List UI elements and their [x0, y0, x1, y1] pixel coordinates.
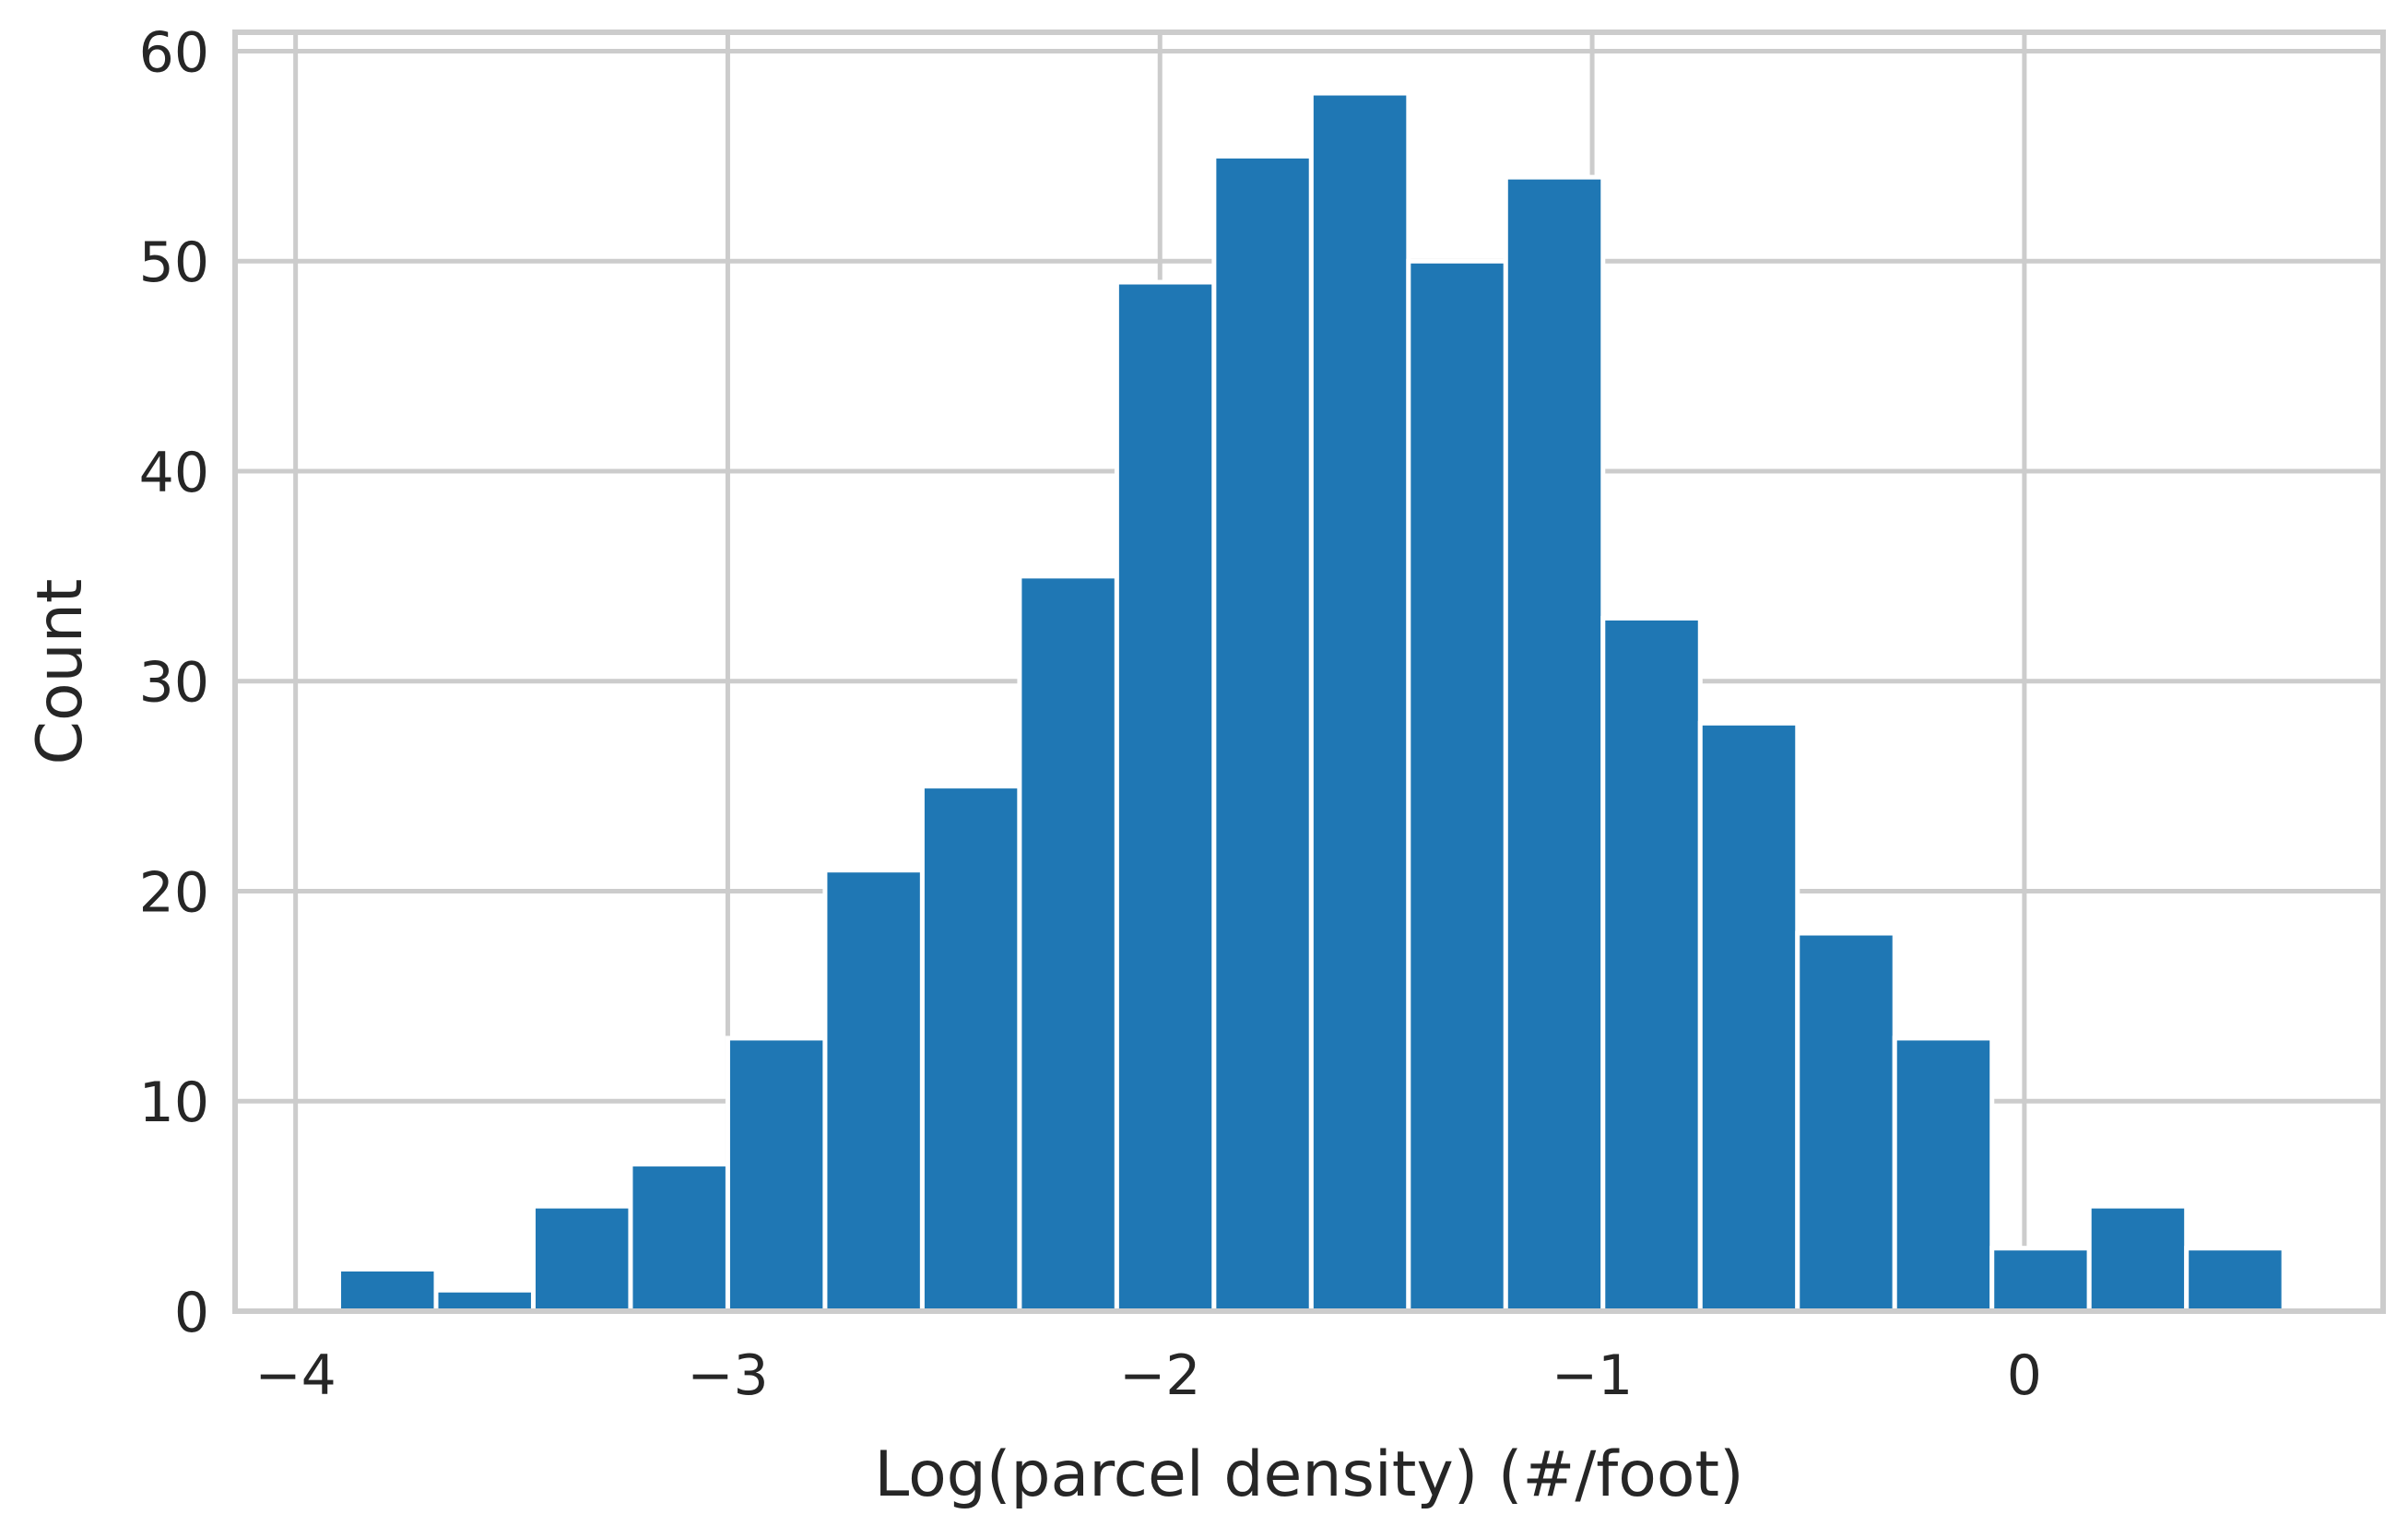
- y-axis-label: Count: [24, 579, 97, 765]
- histogram-bar: [1406, 258, 1508, 1314]
- histogram-bar: [1892, 1035, 1995, 1314]
- y-tick-labels: 0 10 20 30 40 50 60: [139, 20, 209, 1345]
- x-tick-labels: −4 −3 −2 −1 0: [254, 1343, 2042, 1408]
- x-tick-label: −4: [254, 1343, 336, 1408]
- x-tick-label: 0: [2007, 1343, 2042, 1408]
- histogram-bar: [628, 1162, 730, 1314]
- y-tick-label: 40: [139, 441, 209, 505]
- y-tick-label: 20: [139, 860, 209, 925]
- x-tick-label: −3: [687, 1343, 768, 1408]
- histogram-bar: [1308, 90, 1411, 1314]
- histogram-bar: [530, 1203, 633, 1314]
- histogram-bar: [1211, 153, 1314, 1314]
- histogram-bar: [1114, 279, 1217, 1314]
- y-tick-label: 0: [174, 1281, 209, 1345]
- histogram-bar: [1697, 720, 1800, 1314]
- y-tick-label: 60: [139, 20, 209, 85]
- x-tick-label: −1: [1552, 1343, 1633, 1408]
- histogram-bar: [822, 868, 925, 1314]
- y-tick-label: 10: [139, 1071, 209, 1135]
- histogram-bar: [1989, 1246, 2092, 1314]
- histogram-bar: [1600, 615, 1703, 1314]
- histogram-bar: [433, 1287, 536, 1314]
- histogram-bar: [2086, 1203, 2190, 1314]
- histogram-bar: [1795, 930, 1897, 1314]
- histogram-bars: [336, 90, 2286, 1314]
- histogram-bar: [2184, 1246, 2286, 1314]
- histogram-bar: [725, 1035, 828, 1314]
- y-tick-label: 50: [139, 231, 209, 295]
- histogram-bar: [1017, 574, 1119, 1314]
- plot-frame: [232, 30, 2386, 1314]
- y-tick-label: 30: [139, 651, 209, 716]
- x-tick-label: −2: [1119, 1343, 1200, 1408]
- x-axis-label: Log(parcel density) (#/foot): [874, 1438, 1743, 1511]
- histogram-bar: [1503, 174, 1606, 1314]
- histogram-bar: [919, 784, 1022, 1314]
- histogram-bar: [336, 1266, 439, 1314]
